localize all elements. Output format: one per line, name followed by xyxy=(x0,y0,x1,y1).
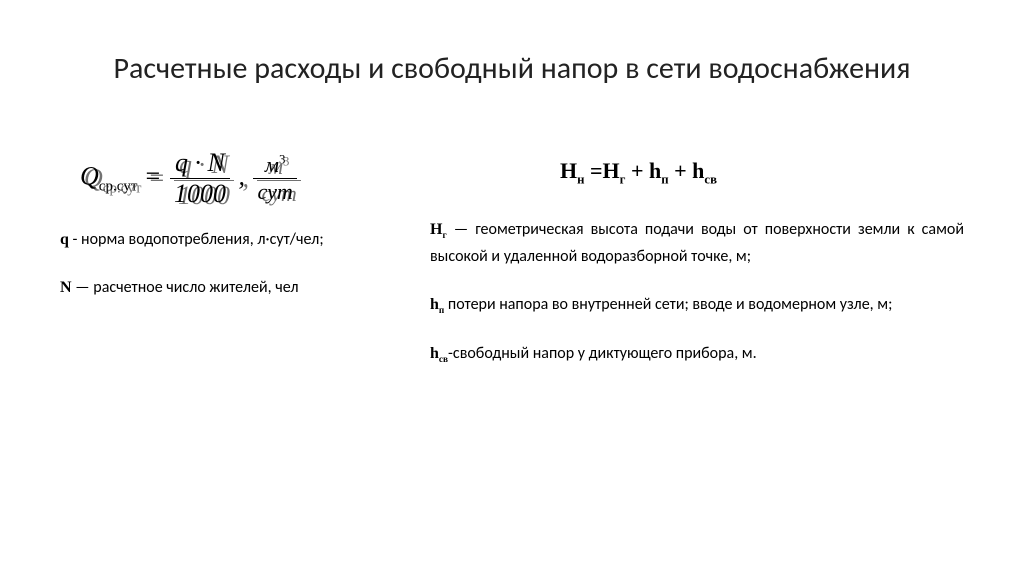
def-Hg: Нг — геометрическая высота подачи воды о… xyxy=(430,217,964,270)
def-N: N — расчетное число жителей, чел xyxy=(60,276,400,300)
def-hp: hп потери напора во внутренней сети; вво… xyxy=(430,292,964,319)
frac-den: 1000 xyxy=(170,178,230,209)
formula-Q: Qср.сут = q · N 1000 , м3 сут Qср.сут xyxy=(80,138,400,198)
hsv-sub: св xyxy=(704,172,717,186)
unit-num: м3 xyxy=(253,152,296,178)
H-eq: = xyxy=(584,158,602,183)
def-Hg-sym: Нг xyxy=(430,221,447,238)
def-N-text: — расчетное число жителей, чел xyxy=(72,278,299,297)
frac-num: q · N xyxy=(170,148,230,178)
def-hp-sym: hп xyxy=(430,296,444,313)
eq-sign: = xyxy=(144,161,168,190)
Hg-sym: Н xyxy=(603,158,620,183)
plus1: + xyxy=(625,158,649,183)
plus2: + xyxy=(669,158,693,183)
main-frac: q · N 1000 xyxy=(170,148,230,209)
def-N-sym: N xyxy=(60,279,72,296)
page-title: Расчетные расходы и свободный напор в се… xyxy=(60,50,964,88)
unit-frac: м3 сут xyxy=(253,152,296,205)
comma: , xyxy=(238,161,251,190)
content-columns: Qср.сут = q · N 1000 , м3 сут Qср.сут xyxy=(60,138,964,390)
slide: Расчетные расходы и свободный напор в се… xyxy=(0,0,1024,576)
right-column: Нн =Нг + hп + hсв Нг — геометрическая вы… xyxy=(430,138,964,390)
def-hsv-text: -свободный напор у диктующего прибора, м… xyxy=(448,344,757,363)
def-q-text: - норма водопотребления, л·сут/чел; xyxy=(69,230,324,249)
left-definitions: q - норма водопотребления, л·сут/чел; N … xyxy=(60,228,400,300)
left-column: Qср.сут = q · N 1000 , м3 сут Qср.сут xyxy=(60,138,400,324)
def-Hg-text: — геометрическая высота подачи воды от п… xyxy=(430,220,964,266)
Q-sub: ср.сут xyxy=(99,178,138,194)
Hn-sym: Н xyxy=(560,158,577,183)
def-q: q - норма водопотребления, л·сут/чел; xyxy=(60,228,400,252)
Q-symbol: Q xyxy=(80,161,99,190)
formula-H: Нн =Нг + hп + hсв xyxy=(560,158,964,187)
def-q-sym: q xyxy=(60,231,69,248)
def-hsv: hсв-свободный напор у диктующего прибора… xyxy=(430,341,964,368)
hp-sub: п xyxy=(661,172,668,186)
def-hp-text: потери напора во внутренней сети; вводе … xyxy=(444,295,892,314)
def-hsv-sym: hсв xyxy=(430,345,448,362)
formula-Q-main: Qср.сут = q · N 1000 , м3 сут xyxy=(80,148,299,209)
right-definitions: Нг — геометрическая высота подачи воды о… xyxy=(430,217,964,368)
hsv-sym: h xyxy=(692,158,704,183)
unit-den: сут xyxy=(253,178,296,205)
hp-sym: h xyxy=(649,158,661,183)
